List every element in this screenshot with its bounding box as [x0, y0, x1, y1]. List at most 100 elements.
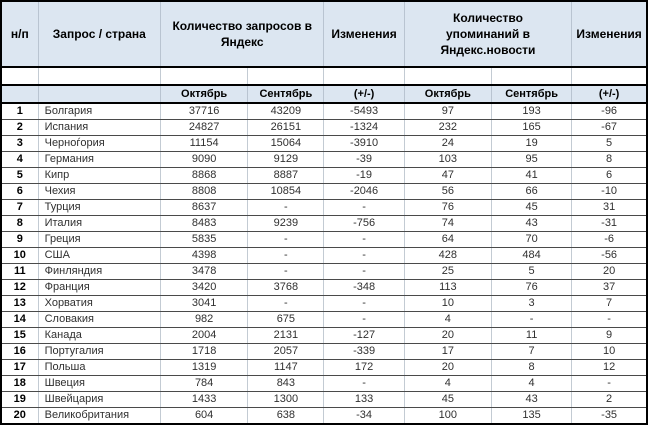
table-row: 6 Чехия 8808 10854 -2046 56 66 -10	[0, 183, 648, 200]
queries-september-cell: 26151	[247, 119, 325, 136]
row-number-cell: 6	[0, 183, 39, 200]
queries-diff-cell: -34	[323, 407, 405, 424]
country-cell: Греция	[37, 231, 161, 248]
mentions-diff-cell: 8	[571, 151, 648, 168]
queries-diff-cell: -	[323, 199, 405, 216]
mentions-september-cell: 484	[490, 247, 573, 264]
table-row: 13 Хорватия 3041 - - 10 3 7	[0, 295, 648, 312]
mentions-diff-cell: -96	[571, 103, 648, 120]
country-cell: Испания	[37, 119, 161, 136]
row-number-cell: 12	[0, 279, 39, 296]
mentions-diff-cell: 5	[571, 135, 648, 152]
mentions-september-cell: 193	[490, 103, 573, 120]
mentions-september-cell: 135	[490, 407, 573, 424]
queries-october-cell: 24827	[159, 119, 249, 136]
spacer-cell	[159, 67, 249, 86]
mentions-diff-cell: -31	[571, 215, 648, 232]
mentions-october-cell: 232	[403, 119, 492, 136]
queries-september-cell: 9129	[247, 151, 325, 168]
mentions-diff-cell: 2	[571, 391, 648, 408]
queries-october-cell: 5835	[159, 231, 249, 248]
mentions-september-cell: 43	[490, 391, 573, 408]
country-cell: США	[37, 247, 161, 264]
row-number-cell: 1	[0, 103, 39, 120]
country-cell: Швейцария	[37, 391, 161, 408]
header-changes-queries-label: Изменения	[331, 26, 397, 41]
mentions-october-cell: 76	[403, 199, 492, 216]
row-number-cell: 13	[0, 295, 39, 312]
spacer-cell	[403, 67, 492, 86]
table-row: 2 Испания 24827 26151 -1324 232 165 -67	[0, 119, 648, 136]
queries-october-cell: 9090	[159, 151, 249, 168]
mentions-october-cell: 10	[403, 295, 492, 312]
mentions-diff-cell: 31	[571, 199, 648, 216]
subheader-empty	[37, 85, 161, 104]
table-row: 10 США 4398 - - 428 484 -56	[0, 247, 648, 264]
mentions-september-cell: 3	[490, 295, 573, 312]
mentions-september-cell: 45	[490, 199, 573, 216]
row-number-cell: 15	[0, 327, 39, 344]
country-cell: Швеция	[37, 375, 161, 392]
header-changes-mentions: Изменения	[571, 1, 648, 68]
mentions-september-cell: 66	[490, 183, 573, 200]
header-queries-label: Количество запросов в Яндекс	[172, 18, 313, 49]
row-number-cell: 18	[0, 375, 39, 392]
queries-diff-cell: -39	[323, 151, 405, 168]
table-row: 17 Польша 1319 1147 172 20 8 12	[0, 359, 648, 376]
mentions-october-cell: 56	[403, 183, 492, 200]
mentions-september-cell: 165	[490, 119, 573, 136]
header-num-label: н/п	[10, 26, 29, 41]
mentions-october-cell: 25	[403, 263, 492, 280]
queries-diff-cell: -	[323, 231, 405, 248]
queries-september-cell: -	[247, 199, 325, 216]
country-cell: Чехия	[37, 183, 161, 200]
country-cell: Черноѓория	[37, 135, 161, 152]
mentions-september-cell: 5	[490, 263, 573, 280]
mentions-october-cell: 103	[403, 151, 492, 168]
header-row: н/п Запрос / страна Количество запросов …	[0, 1, 648, 68]
mentions-diff-cell: -35	[571, 407, 648, 424]
queries-september-cell: 2131	[247, 327, 325, 344]
row-number-cell: 8	[0, 215, 39, 232]
queries-october-cell: 1433	[159, 391, 249, 408]
queries-october-cell: 11154	[159, 135, 249, 152]
subheader-mentions-diff: (+/-)	[571, 85, 648, 104]
queries-october-cell: 604	[159, 407, 249, 424]
mentions-october-cell: 24	[403, 135, 492, 152]
table-row: 4 Германия 9090 9129 -39 103 95 8	[0, 151, 648, 168]
mentions-diff-cell: 20	[571, 263, 648, 280]
queries-diff-cell: -	[323, 295, 405, 312]
queries-diff-cell: -1324	[323, 119, 405, 136]
country-cell: Италия	[37, 215, 161, 232]
header-num: н/п	[0, 1, 39, 68]
row-number-cell: 20	[0, 407, 39, 424]
table-row: 18 Швеция 784 843 - 4 4 -	[0, 375, 648, 392]
queries-october-cell: 3420	[159, 279, 249, 296]
table-row: 14 Словакия 982 675 - 4 - -	[0, 311, 648, 328]
row-number-cell: 10	[0, 247, 39, 264]
mentions-diff-cell: 37	[571, 279, 648, 296]
queries-october-cell: 37716	[159, 103, 249, 120]
mentions-october-cell: 113	[403, 279, 492, 296]
mentions-diff-cell: 9	[571, 327, 648, 344]
country-cell: Германия	[37, 151, 161, 168]
queries-october-cell: 8637	[159, 199, 249, 216]
queries-september-cell: 675	[247, 311, 325, 328]
row-number-cell: 2	[0, 119, 39, 136]
mentions-october-cell: 45	[403, 391, 492, 408]
mentions-september-cell: 4	[490, 375, 573, 392]
mentions-september-cell: 43	[490, 215, 573, 232]
country-cell: Хорватия	[37, 295, 161, 312]
mentions-diff-cell: -6	[571, 231, 648, 248]
table-row: 1 Болгария 37716 43209 -5493 97 193 -96	[0, 103, 648, 120]
queries-september-cell: 638	[247, 407, 325, 424]
row-number-cell: 19	[0, 391, 39, 408]
queries-september-cell: -	[247, 295, 325, 312]
mentions-diff-cell: -56	[571, 247, 648, 264]
header-changes-queries: Изменения	[323, 1, 405, 68]
mentions-diff-cell: -10	[571, 183, 648, 200]
mentions-october-cell: 4	[403, 375, 492, 392]
table-row: 11 Финляндия 3478 - - 25 5 20	[0, 263, 648, 280]
